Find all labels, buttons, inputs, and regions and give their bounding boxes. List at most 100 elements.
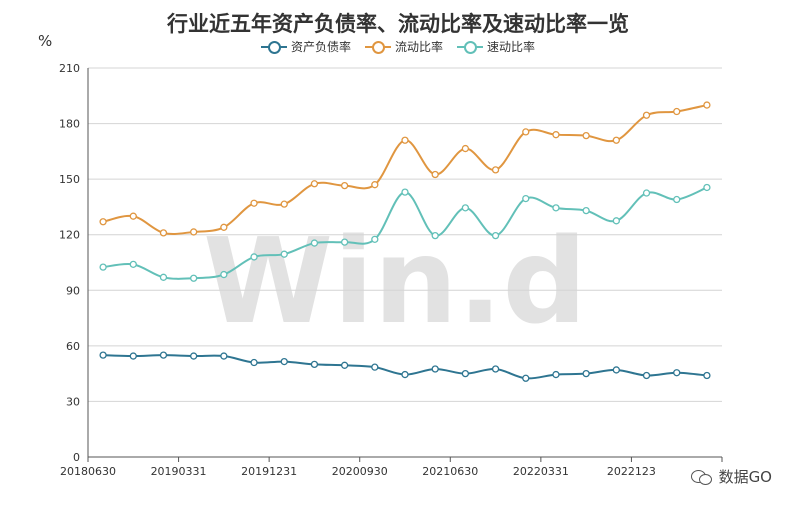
y-tick-label-150: 150 [59,173,80,186]
data-point-2-7[interactable] [310,239,319,247]
series-2 [99,183,711,282]
data-point-2-14[interactable] [522,194,530,203]
data-point-2-6[interactable] [280,250,288,258]
data-point-1-19[interactable] [673,107,681,116]
x-tick-label-6: 2022123 [607,465,656,478]
data-point-0-7[interactable] [310,360,319,369]
data-point-2-8[interactable] [340,238,349,246]
x-tick-label-3: 20200930 [332,465,388,478]
x-tick-label-5: 20220331 [513,465,569,478]
data-point-0-18[interactable] [642,371,651,380]
x-tick-label-2: 20191231 [241,465,297,478]
data-point-2-13[interactable] [491,231,500,240]
data-point-0-13[interactable] [491,365,500,373]
data-point-0-12[interactable] [461,369,470,378]
data-point-0-16[interactable] [582,369,590,378]
data-point-2-3[interactable] [190,274,198,282]
y-tick-label-0: 0 [73,451,80,464]
data-point-1-11[interactable] [431,170,439,179]
y-tick-label-180: 180 [59,118,80,131]
data-point-0-19[interactable] [673,369,681,377]
data-point-2-9[interactable] [371,235,379,243]
legend-swatch-debt-ratio [260,40,287,54]
data-point-1-9[interactable] [371,181,379,189]
legend-label-debt-ratio: 资产负债率 [290,40,351,54]
source-brand: 数据GO [690,466,772,487]
legend-swatch-current-ratio [364,40,391,54]
data-point-2-10[interactable] [401,188,409,196]
data-point-2-18[interactable] [642,189,651,197]
data-point-1-0[interactable] [99,218,107,226]
data-point-1-12[interactable] [461,144,470,153]
data-point-2-15[interactable] [552,204,560,212]
legend: 资产负债率 流动比率 速动比率 [0,38,796,55]
data-point-1-2[interactable] [159,229,168,237]
data-point-2-12[interactable] [461,204,470,212]
series-layer [99,101,711,382]
data-point-0-9[interactable] [371,363,379,371]
data-point-0-5[interactable] [250,358,258,367]
data-point-1-13[interactable] [491,166,500,174]
data-point-2-20[interactable] [703,183,711,192]
data-point-2-5[interactable] [250,253,258,261]
legend-label-current-ratio: 流动比率 [394,40,443,54]
legend-item-current-ratio[interactable]: 流动比率 [364,38,443,55]
y-tick-label-120: 120 [59,229,80,242]
data-point-2-11[interactable] [431,231,439,240]
legend-item-quick-ratio[interactable]: 速动比率 [457,38,535,55]
data-point-1-1[interactable] [129,212,137,220]
grid-lines [88,67,722,402]
data-point-1-5[interactable] [250,199,258,207]
data-point-1-3[interactable] [190,228,198,236]
data-point-2-2[interactable] [159,273,168,281]
data-point-0-1[interactable] [129,352,137,360]
data-point-0-8[interactable] [340,361,349,369]
y-tick-label-210: 210 [59,62,80,75]
data-point-1-18[interactable] [642,111,651,119]
legend-item-debt-ratio[interactable]: 资产负债率 [260,38,351,55]
data-point-0-10[interactable] [401,370,409,379]
data-point-1-15[interactable] [552,131,560,139]
data-point-1-6[interactable] [280,200,288,208]
source-label: 数据GO [718,468,772,486]
data-point-0-2[interactable] [159,351,168,359]
data-point-2-19[interactable] [673,195,681,204]
y-tick-label-60: 60 [66,340,80,353]
data-point-0-20[interactable] [703,371,711,380]
data-point-2-17[interactable] [612,217,620,225]
y-axis-unit-label: % [38,32,53,50]
data-point-2-4[interactable] [220,270,228,279]
data-point-0-17[interactable] [612,366,620,374]
data-point-2-0[interactable] [99,263,107,271]
y-tick-label-30: 30 [66,395,80,408]
data-point-0-14[interactable] [522,374,530,382]
data-point-0-15[interactable] [552,370,560,379]
data-point-0-3[interactable] [190,352,198,360]
data-point-1-17[interactable] [612,136,620,144]
series-0 [99,351,711,382]
x-tick-label-0: 20180630 [60,465,116,478]
data-point-0-4[interactable] [220,352,228,360]
y-tick-label-90: 90 [66,284,80,297]
data-point-1-7[interactable] [310,180,319,188]
data-point-1-20[interactable] [703,101,711,109]
data-point-1-4[interactable] [220,223,228,231]
legend-swatch-quick-ratio [457,40,483,54]
data-point-2-16[interactable] [582,206,590,215]
series-1 [99,101,711,237]
chart-title: 行业近五年资产负债率、流动比率及速动比率一览 [167,12,629,36]
axes: 0 30 60 90 120 150 180 210 20180630 20190331 20191… [59,62,723,478]
x-tick-label-4: 20210630 [422,465,478,478]
data-point-1-8[interactable] [340,181,349,190]
x-tick-label-1: 20190331 [151,465,207,478]
data-point-2-1[interactable] [129,260,137,269]
data-point-1-14[interactable] [522,128,530,136]
data-point-0-0[interactable] [99,351,107,359]
wechat-icon [690,468,713,486]
data-point-1-16[interactable] [582,131,590,140]
data-point-0-11[interactable] [431,365,439,373]
data-point-1-10[interactable] [401,136,409,144]
legend-label-quick-ratio: 速动比率 [487,40,536,54]
data-point-0-6[interactable] [280,357,288,366]
